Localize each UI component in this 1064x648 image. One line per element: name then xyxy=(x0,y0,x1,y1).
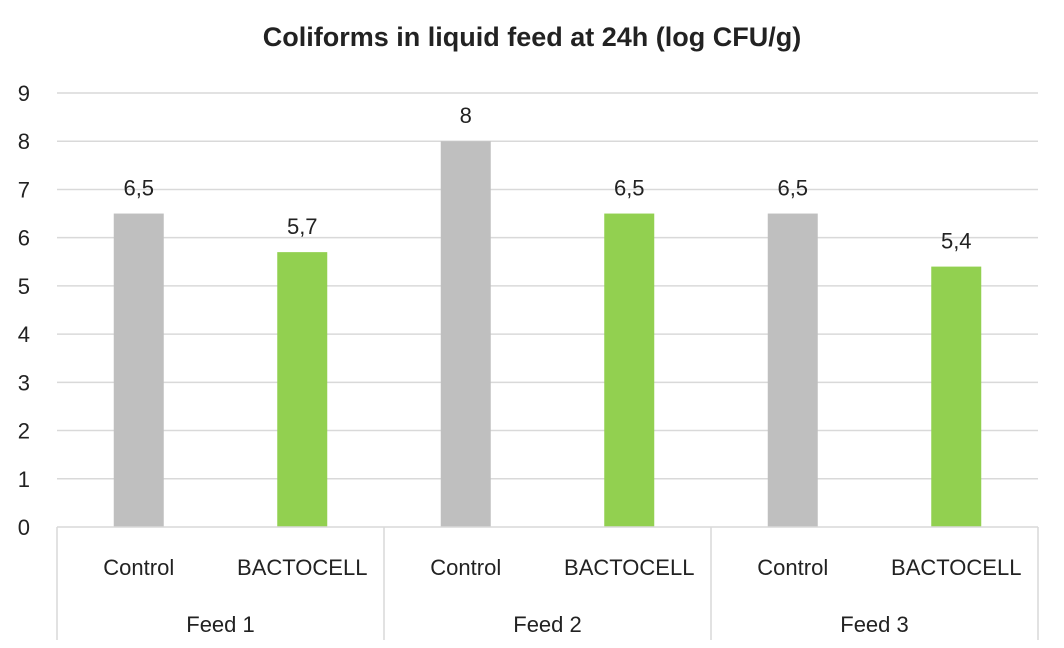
chart-title: Coliforms in liquid feed at 24h (log CFU… xyxy=(263,22,802,52)
x-category-label: Control xyxy=(430,555,501,580)
x-category-label: BACTOCELL xyxy=(891,555,1021,580)
data-label: 6,5 xyxy=(123,176,154,201)
bar-control-2 xyxy=(440,141,491,527)
x-category-label: Control xyxy=(103,555,174,580)
bar-bactocell-1 xyxy=(277,252,328,527)
data-label: 5,4 xyxy=(941,229,972,254)
data-label: 5,7 xyxy=(287,214,318,239)
y-tick-label: 0 xyxy=(18,515,30,540)
data-label: 6,5 xyxy=(777,176,808,201)
x-category-label: BACTOCELL xyxy=(564,555,694,580)
bar-bactocell-3 xyxy=(931,266,982,527)
y-tick-label: 2 xyxy=(18,419,30,444)
x-category-label: Control xyxy=(757,555,828,580)
x-group-label: Feed 2 xyxy=(513,612,582,637)
bar-bactocell-2 xyxy=(604,213,655,528)
y-tick-label: 1 xyxy=(18,467,30,492)
bar-control-1 xyxy=(113,213,164,528)
data-label: 8 xyxy=(460,103,472,128)
y-tick-label: 8 xyxy=(18,129,30,154)
x-category-label: BACTOCELL xyxy=(237,555,367,580)
y-tick-label: 5 xyxy=(18,274,30,299)
y-tick-label: 9 xyxy=(18,81,30,106)
data-label: 6,5 xyxy=(614,176,645,201)
x-group-label: Feed 3 xyxy=(840,612,909,637)
y-tick-label: 4 xyxy=(18,322,30,347)
y-tick-label: 7 xyxy=(18,177,30,202)
bar-control-3 xyxy=(767,213,818,528)
y-tick-label: 6 xyxy=(18,226,30,251)
x-group-label: Feed 1 xyxy=(186,612,255,637)
y-tick-label: 3 xyxy=(18,370,30,395)
